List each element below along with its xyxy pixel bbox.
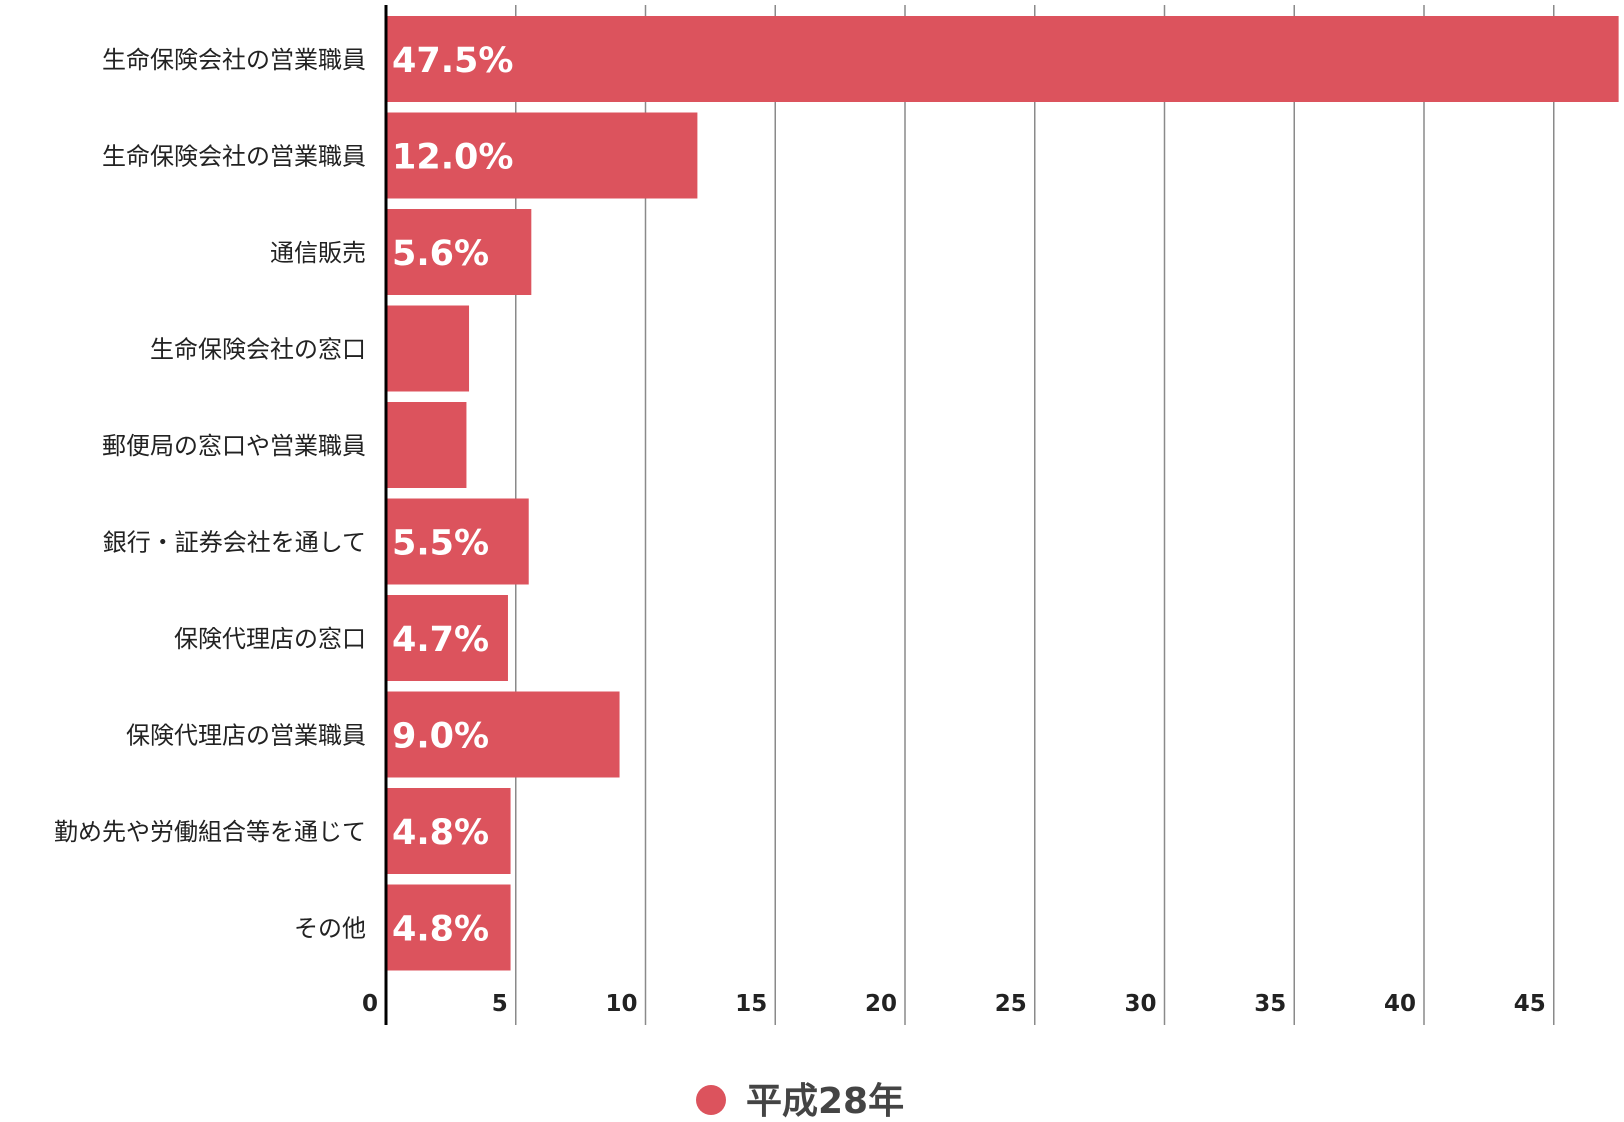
category-label: 生命保険会社の窓口: [150, 336, 366, 364]
category-label: 生命保険会社の営業職員: [102, 143, 366, 171]
bar-value-label: 47.5%: [392, 41, 513, 81]
category-label: その他: [294, 915, 366, 943]
x-tick-label: 0: [362, 991, 378, 1017]
legend: 平成28年: [696, 1081, 904, 1122]
category-label: 生命保険会社の営業職員: [102, 46, 366, 74]
x-tick-label: 35: [1254, 991, 1286, 1017]
bar-value-label: 9.0%: [392, 717, 489, 757]
bars: [386, 16, 1619, 971]
bar-value-label: 12.0%: [392, 138, 513, 178]
bar: [386, 16, 1619, 102]
x-tick-label: 40: [1384, 991, 1416, 1017]
bar: [386, 112, 698, 199]
bar: [386, 209, 532, 295]
x-tick-label: 25: [995, 991, 1027, 1017]
category-label: 保険代理店の営業職員: [126, 722, 366, 750]
category-label: 通信販売: [270, 239, 366, 267]
category-label: 郵便局の窓口や営業職員: [102, 432, 366, 460]
x-tick-label: 30: [1124, 991, 1156, 1017]
bar-value-label: 4.8%: [392, 813, 489, 853]
legend-label: 平成28年: [746, 1081, 904, 1122]
bar: [386, 498, 529, 585]
x-tick-label: 45: [1514, 991, 1546, 1017]
bar-value-label: 4.7%: [392, 620, 489, 660]
bar: [386, 595, 508, 681]
x-tick-label: 10: [605, 991, 637, 1017]
x-tick-label: 15: [735, 991, 767, 1017]
bar: [386, 884, 511, 971]
category-labels: 生命保険会社の営業職員生命保険会社の営業職員通信販売生命保険会社の窓口郵便局の窓…: [54, 46, 366, 943]
bar: [386, 788, 511, 874]
category-label: 勤め先や労働組合等を通じて: [54, 818, 366, 846]
x-tick-label: 5: [492, 991, 508, 1017]
category-label: 銀行・証券会社を通して: [103, 529, 366, 557]
bar-value-label: 5.6%: [392, 234, 489, 274]
bar: [386, 305, 470, 392]
bar-labels: 47.5% 12.0% 5.6% 5.5% 4.7% 9.0% 4.8% 4.8%: [392, 41, 513, 950]
x-tick-label: 20: [865, 991, 897, 1017]
bar: [386, 402, 467, 488]
legend-marker: [696, 1085, 726, 1115]
category-label: 保険代理店の窓口: [174, 625, 366, 653]
bar: [386, 691, 620, 778]
x-axis-tick-labels: 0 5 10 15 20 25 30 35 40 45: [362, 991, 1546, 1017]
bar-value-label: 4.8%: [392, 910, 489, 950]
bar-value-label: 5.5%: [392, 524, 489, 564]
